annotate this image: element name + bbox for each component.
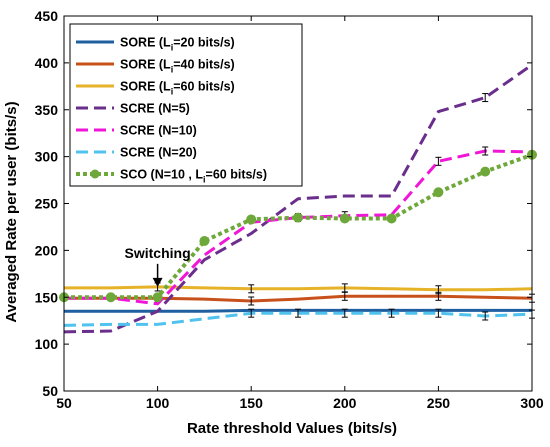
legend: SORE (Li=20 bits/s)SORE (Li=40 bits/s)SO… bbox=[69, 23, 303, 187]
y-tick-label: 50 bbox=[42, 383, 58, 399]
legend-label-subscript: i bbox=[171, 87, 174, 97]
legend-entry-6: SCO (N=10 , Li=60 bits/s) bbox=[76, 168, 267, 185]
y-tick-label: 300 bbox=[35, 149, 59, 165]
legend-entry-1: SORE (Li=40 bits/s) bbox=[76, 58, 235, 75]
y-tick-label: 100 bbox=[35, 336, 59, 352]
data-point bbox=[339, 213, 350, 224]
legend-entry-0: SORE (Li=20 bits/s) bbox=[76, 36, 235, 53]
data-point bbox=[480, 166, 491, 177]
legend-label-part: SCRE (N=10) bbox=[120, 124, 197, 138]
legend-label-subscript: i bbox=[171, 43, 174, 53]
y-axis-label: Averaged Rate per user (bits/s) bbox=[3, 101, 20, 322]
series-line bbox=[64, 149, 533, 306]
legend-label-subscript: i bbox=[171, 65, 174, 75]
legend-label-subscript: i bbox=[203, 175, 206, 185]
x-tick-label: 50 bbox=[56, 395, 72, 411]
series-line bbox=[63, 63, 533, 334]
y-tick-label: 150 bbox=[35, 289, 59, 305]
legend-label: SORE (Li=60 bits/s) bbox=[120, 80, 235, 97]
legend-label: SCRE (N=20) bbox=[120, 146, 197, 160]
legend-entry-2: SORE (Li=60 bits/s) bbox=[76, 80, 235, 97]
legend-entry-5: SCRE (N=20) bbox=[76, 146, 197, 160]
annotations: Switching bbox=[125, 245, 191, 287]
legend-entry-3: SCRE (N=5) bbox=[76, 102, 190, 116]
y-tick-label: 450 bbox=[35, 8, 59, 24]
data-point bbox=[433, 187, 444, 198]
legend-label-part: SCO (N=10 , L bbox=[120, 168, 203, 182]
legend-label-part: SORE (L bbox=[120, 58, 171, 72]
legend-label-part: =60 bits/s) bbox=[206, 168, 268, 182]
y-tick-label: 350 bbox=[35, 102, 59, 118]
legend-label-part: =20 bits/s) bbox=[173, 36, 235, 50]
legend-entry-4: SCRE (N=10) bbox=[76, 124, 197, 138]
data-point bbox=[293, 212, 303, 223]
legend-label: SCO (N=10 , Li=60 bits/s) bbox=[120, 168, 267, 185]
legend-box bbox=[69, 23, 303, 187]
x-axis-label: Rate threshold Values (bits/s) bbox=[187, 420, 397, 437]
series-line bbox=[64, 152, 533, 300]
legend-label: SCRE (N=10) bbox=[120, 124, 197, 138]
legend-label: SORE (Li=40 bits/s) bbox=[120, 58, 235, 75]
series-3 bbox=[63, 63, 533, 334]
x-tick-label: 250 bbox=[427, 395, 451, 411]
legend-label-part: SORE (L bbox=[120, 80, 171, 94]
legend-label: SCRE (N=5) bbox=[120, 102, 190, 116]
series-line bbox=[64, 285, 533, 292]
x-tick-label: 300 bbox=[520, 395, 544, 411]
legend-label-part: SCRE (N=5) bbox=[120, 102, 190, 116]
data-point bbox=[246, 214, 257, 225]
data-point bbox=[199, 236, 210, 246]
legend-label-part: =60 bits/s) bbox=[173, 80, 235, 94]
data-point bbox=[386, 213, 397, 224]
y-tick-label: 400 bbox=[35, 55, 59, 71]
annotation-switching: Switching bbox=[125, 245, 191, 261]
x-tick-label: 150 bbox=[240, 395, 264, 411]
legend-marker bbox=[90, 169, 100, 179]
data-point bbox=[152, 292, 163, 303]
legend-label-part: SCRE (N=20) bbox=[120, 146, 197, 160]
legend-label-part: =40 bits/s) bbox=[173, 58, 235, 72]
y-tick-label: 200 bbox=[35, 242, 59, 258]
series-lines bbox=[59, 63, 537, 334]
legend-label-part: SORE (L bbox=[120, 36, 171, 50]
x-tick-label: 100 bbox=[146, 395, 170, 411]
y-tick-label: 250 bbox=[35, 196, 59, 212]
annotation-arrow-head bbox=[152, 277, 163, 287]
x-tick-label: 200 bbox=[333, 395, 357, 411]
axes: 50 100 150 200 250 300 50 100 150 200 250 300 350 400… bbox=[35, 8, 544, 411]
legend-label: SORE (Li=20 bits/s) bbox=[120, 36, 235, 53]
series-6 bbox=[59, 149, 537, 303]
data-point bbox=[105, 292, 116, 303]
